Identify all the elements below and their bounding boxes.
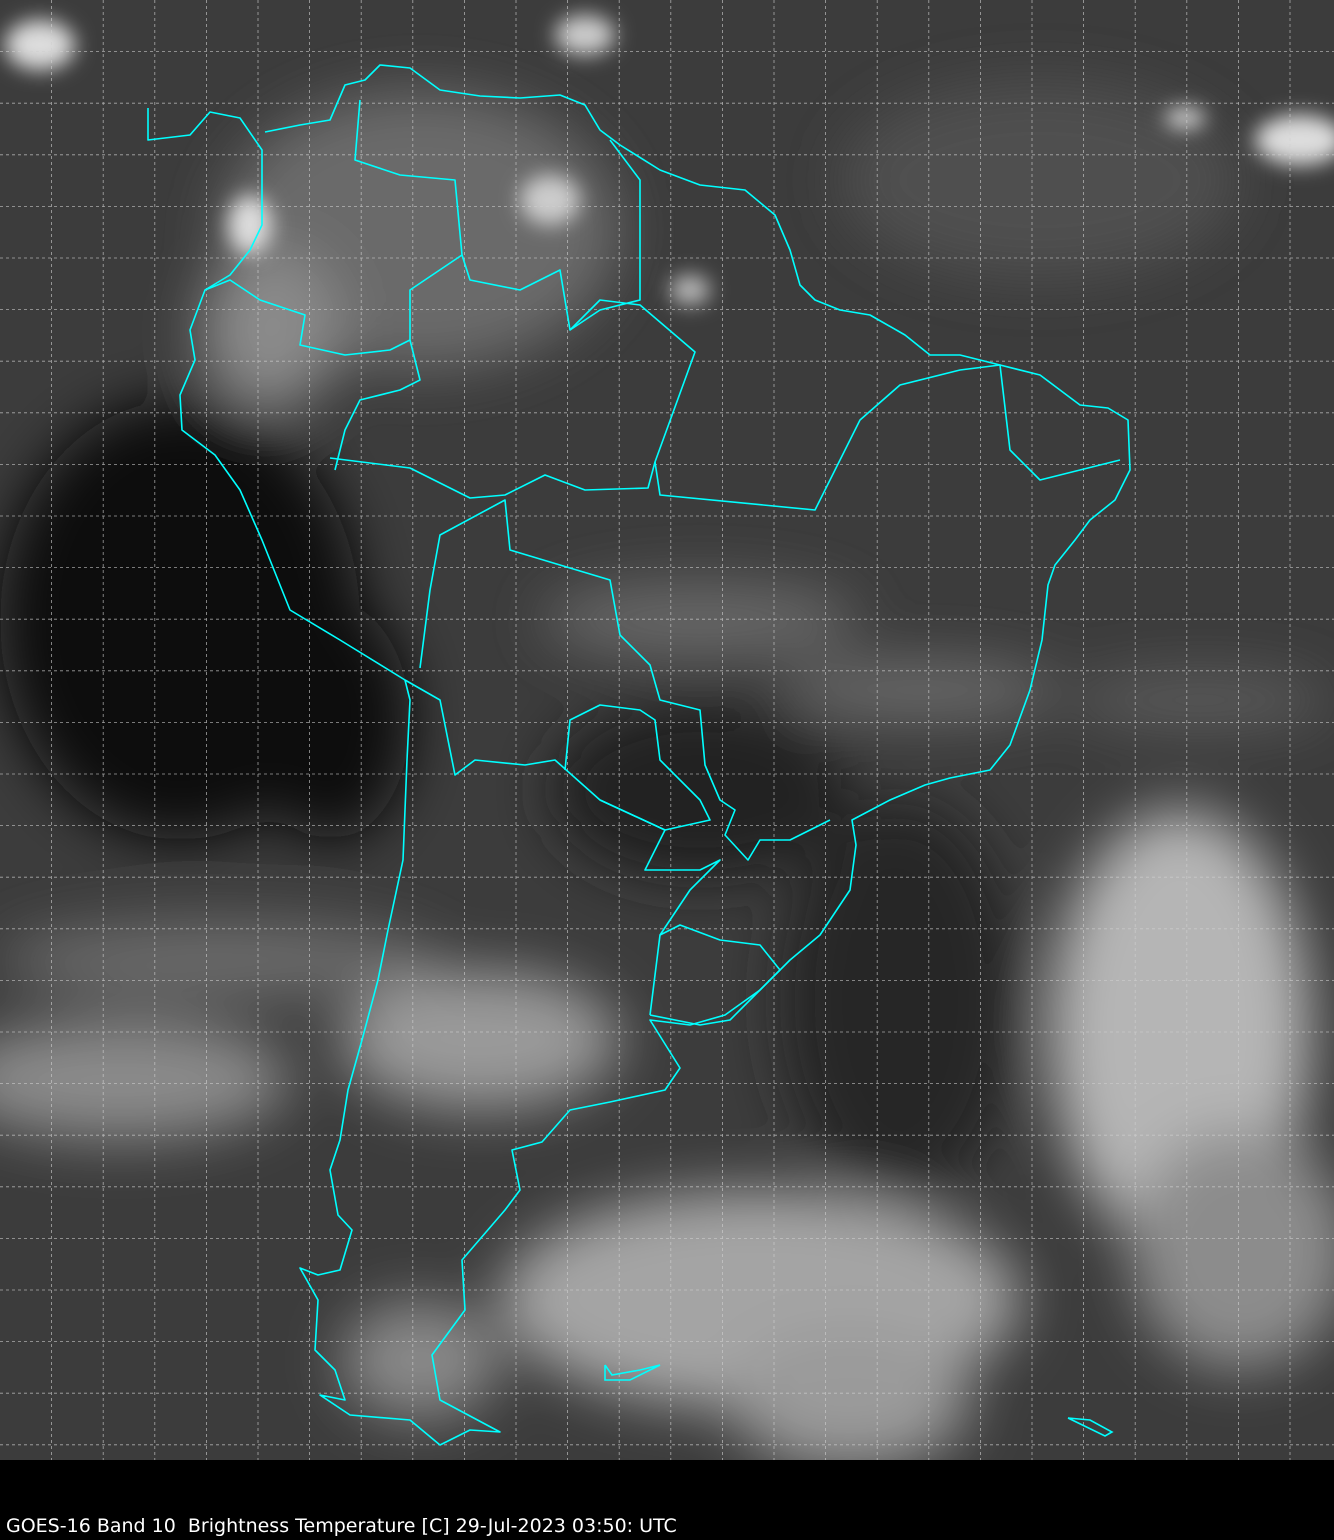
border-guianas (461, 139, 641, 331)
lat-lon-grid (0, 0, 1334, 1460)
bright-convective-clouds (5, 15, 1334, 305)
border-argentina-chile (404, 679, 721, 1016)
border-paraguay (564, 704, 711, 831)
satellite-map (0, 0, 1334, 1460)
border-uruguay (649, 924, 781, 1026)
border-brazil-states (654, 364, 1121, 511)
border-brazil-south (419, 499, 831, 861)
falkland-islands (604, 1364, 661, 1381)
image-caption: GOES-16 Band 10 Brightness Temperature [… (6, 1515, 677, 1537)
border-peru-ecuador (204, 279, 411, 356)
coastlines-and-borders (147, 64, 1131, 1446)
border-brazil-west (329, 299, 696, 499)
south-america-coastline (147, 64, 1131, 1446)
south-georgia-island (1067, 1417, 1114, 1437)
cloud-field (0, 80, 1334, 1460)
border-venezuela-colombia (334, 99, 463, 471)
islands (604, 1364, 1114, 1437)
